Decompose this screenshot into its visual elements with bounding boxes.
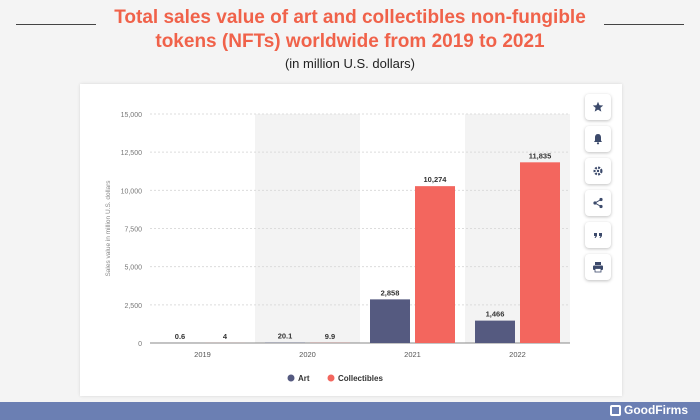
gear-icon bbox=[593, 166, 603, 176]
title-line-2: tokens (NFTs) worldwide from 2019 to 202… bbox=[155, 31, 545, 52]
favorite-button[interactable] bbox=[585, 94, 611, 120]
footer-bar: GoodFirms bbox=[0, 402, 700, 420]
x-tick-label: 2020 bbox=[299, 350, 316, 359]
bar-collectibles-2021 bbox=[415, 186, 455, 343]
y-tick-label: 12,500 bbox=[121, 150, 143, 157]
data-label-art-2019: 0.6 bbox=[175, 332, 185, 341]
share-icon bbox=[593, 197, 603, 209]
title-rule-right bbox=[604, 24, 684, 25]
y-tick-label: 10,000 bbox=[121, 188, 143, 195]
data-label-collectibles-2019: 4 bbox=[223, 332, 228, 341]
share-button[interactable] bbox=[585, 190, 611, 216]
quote-icon bbox=[594, 233, 602, 238]
bar-collectibles-2022 bbox=[520, 162, 560, 343]
bar-art-2021 bbox=[370, 299, 410, 343]
goodfirms-logo-icon bbox=[609, 404, 621, 416]
data-label-art-2021: 2,858 bbox=[381, 288, 400, 297]
data-label-art-2022: 1,466 bbox=[486, 310, 505, 319]
legend-label-art: Art bbox=[298, 374, 310, 383]
cite-button[interactable] bbox=[585, 222, 611, 248]
data-label-collectibles-2020: 9.9 bbox=[325, 332, 335, 341]
notification-button[interactable] bbox=[585, 126, 611, 152]
y-tick-label: 2,500 bbox=[124, 303, 142, 310]
x-tick-label: 2019 bbox=[194, 350, 211, 359]
y-axis-label: Sales value in million U.S. dollars bbox=[105, 180, 112, 277]
legend-marker-collectibles bbox=[327, 374, 335, 382]
y-tick-label: 7,500 bbox=[124, 227, 142, 234]
title-rule-left bbox=[16, 24, 96, 25]
data-label-collectibles-2022: 11,835 bbox=[529, 151, 552, 160]
chart-title: Total sales value of art and collectible… bbox=[0, 6, 700, 54]
legend-marker-art bbox=[287, 374, 295, 382]
star-icon bbox=[592, 101, 604, 112]
brand-logo: GoodFirms bbox=[609, 403, 688, 417]
settings-button[interactable] bbox=[585, 158, 611, 184]
legend-label-collectibles: Collectibles bbox=[338, 374, 383, 383]
print-button[interactable] bbox=[585, 254, 611, 280]
y-tick-label: 5,000 bbox=[124, 265, 142, 272]
brand-name: GoodFirms bbox=[623, 403, 688, 417]
y-tick-label: 0 bbox=[138, 341, 142, 348]
bar-art-2022 bbox=[475, 320, 515, 343]
x-tick-label: 2022 bbox=[509, 350, 526, 359]
y-tick-label: 15,000 bbox=[121, 112, 143, 119]
print-icon bbox=[593, 262, 603, 273]
title-line-1: Total sales value of art and collectible… bbox=[114, 7, 586, 28]
chart-subtitle: (in million U.S. dollars) bbox=[284, 56, 416, 71]
data-label-art-2020: 20.1 bbox=[278, 332, 293, 341]
x-tick-label: 2021 bbox=[404, 350, 421, 359]
bell-icon bbox=[594, 134, 602, 145]
data-label-collectibles-2021: 10,274 bbox=[424, 175, 448, 184]
